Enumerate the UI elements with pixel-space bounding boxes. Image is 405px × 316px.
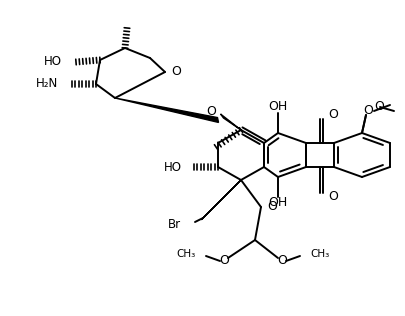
Polygon shape <box>220 114 241 130</box>
Polygon shape <box>115 98 218 122</box>
Text: O: O <box>266 200 276 214</box>
Text: O: O <box>327 108 337 121</box>
Text: CH₃: CH₃ <box>176 249 196 259</box>
Text: O: O <box>373 100 383 113</box>
Text: Br: Br <box>167 217 181 230</box>
Text: O: O <box>206 106 215 118</box>
Text: O: O <box>219 254 228 268</box>
Text: OH: OH <box>268 100 287 113</box>
Text: O: O <box>362 105 372 118</box>
Text: O: O <box>327 191 337 204</box>
Text: OH: OH <box>268 197 287 210</box>
Polygon shape <box>201 180 241 220</box>
Text: HO: HO <box>44 56 62 69</box>
Text: HO: HO <box>164 161 181 174</box>
Text: CH₃: CH₃ <box>309 249 328 259</box>
Text: O: O <box>276 254 286 268</box>
Text: H₂N: H₂N <box>36 77 58 90</box>
Text: O: O <box>171 65 181 78</box>
